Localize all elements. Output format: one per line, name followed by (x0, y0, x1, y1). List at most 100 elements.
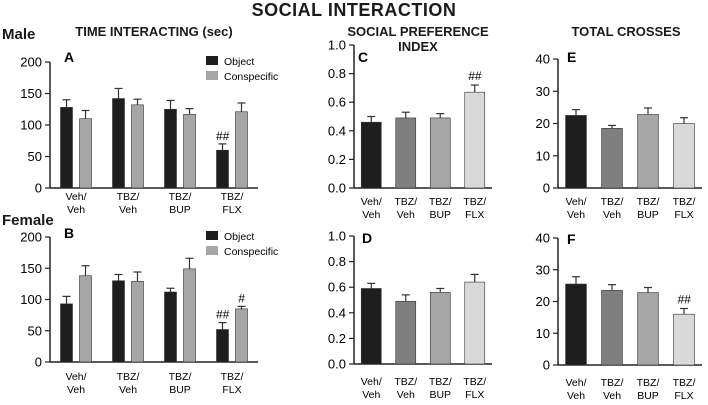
significance-marker: ## (216, 129, 230, 143)
x-tick-label: Veh (119, 384, 137, 396)
bar-conspecific (79, 275, 92, 363)
y-tick-label: 0.2 (328, 331, 346, 346)
legend-swatch-conspecific (206, 71, 218, 80)
panel-letter: D (362, 230, 372, 246)
bar (673, 123, 695, 189)
x-tick-label: BUP (429, 209, 451, 221)
row-label-female: Female (2, 212, 54, 229)
panel-d: D0.00.20.40.60.81.0Veh/VehTBZ/VehTBZ/BUP… (328, 229, 492, 401)
y-tick-label: 10 (536, 148, 550, 163)
bar (360, 288, 382, 365)
x-tick-label: TBZ/ (463, 376, 486, 388)
legend-label-object: Object (224, 231, 254, 243)
bar (395, 300, 417, 365)
bar (395, 117, 417, 189)
y-tick-label: 1.0 (328, 38, 346, 53)
column-title-social-preference: SOCIAL PREFERENCE INDEX (347, 24, 489, 54)
x-tick-label: Veh (362, 209, 380, 221)
panel-letter: B (64, 225, 74, 241)
bar (637, 114, 659, 189)
x-tick-label: Veh/ (361, 196, 382, 208)
bar (464, 91, 486, 189)
bar-conspecific (79, 118, 92, 189)
bar-object (216, 149, 229, 189)
y-tick-label: 150 (20, 86, 42, 101)
y-tick-label: 0.4 (328, 305, 346, 320)
legend-swatch-object (206, 231, 218, 240)
y-tick-label: 40 (536, 52, 550, 67)
panel-b: B050100150200Veh/VehTBZ/VehTBZ/BUPTBZ/FL… (20, 225, 278, 396)
y-tick-label: 0 (543, 181, 550, 196)
x-tick-label: TBZ/ (394, 196, 417, 208)
bar (565, 283, 587, 366)
y-tick-label: 100 (20, 292, 42, 307)
bar (637, 292, 659, 366)
legend-label-object: Object (224, 56, 254, 68)
y-tick-label: 200 (20, 230, 42, 245)
x-tick-label: Veh/ (565, 196, 586, 208)
y-tick-label: 50 (28, 149, 42, 164)
column-title-total-crosses: TOTAL CROSSES (571, 24, 681, 39)
bar (360, 121, 382, 189)
y-tick-label: 50 (28, 323, 42, 338)
y-tick-label: 0 (35, 181, 42, 196)
legend-label-conspecific: Conspecific (224, 71, 278, 83)
x-tick-label: FLX (674, 209, 693, 221)
bar-conspecific (131, 104, 144, 189)
bar (429, 117, 451, 189)
bar-conspecific (183, 113, 196, 189)
y-tick-label: 0.8 (328, 66, 346, 81)
x-tick-label: FLX (465, 389, 484, 401)
significance-marker: ## (216, 308, 230, 322)
y-tick-label: 0.6 (328, 280, 346, 295)
x-tick-label: Veh/ (361, 376, 382, 388)
y-tick-label: 1.0 (328, 229, 346, 244)
legend-swatch-conspecific (206, 246, 218, 255)
significance-marker: # (238, 291, 245, 305)
x-tick-label: Veh/ (65, 371, 86, 383)
x-tick-label: Veh (397, 389, 415, 401)
x-tick-label: Veh (567, 209, 585, 221)
x-tick-label: FLX (674, 390, 693, 402)
row-label-male: Male (2, 26, 36, 43)
x-tick-label: TBZ/ (637, 196, 660, 208)
bar-object (112, 280, 125, 363)
x-tick-label: TBZ/ (429, 196, 452, 208)
x-tick-label: BUP (169, 204, 191, 216)
x-tick-label: TBZ/ (673, 196, 696, 208)
x-tick-label: Veh/ (565, 377, 586, 389)
x-tick-label: TBZ/ (169, 191, 192, 203)
y-tick-label: 0.8 (328, 254, 346, 269)
y-tick-label: 0.0 (328, 357, 346, 372)
legend-swatch-object (206, 56, 218, 65)
x-tick-label: FLX (465, 209, 484, 221)
y-tick-label: 0 (543, 358, 550, 373)
bar (565, 115, 587, 189)
bar-conspecific (235, 111, 248, 189)
significance-marker: ## (677, 292, 691, 306)
x-tick-label: Veh (603, 390, 621, 402)
x-tick-label: TBZ/ (117, 191, 140, 203)
panel-a: A050100150200Veh/VehTBZ/VehTBZ/BUPTBZ/FL… (20, 49, 278, 216)
bar-object (164, 108, 177, 189)
x-tick-label: TBZ/ (221, 191, 244, 203)
y-tick-label: 0.6 (328, 95, 346, 110)
y-tick-label: 30 (536, 84, 550, 99)
y-tick-label: 100 (20, 118, 42, 133)
legend-label-conspecific: Conspecific (224, 246, 278, 258)
bar (464, 281, 486, 365)
bar-object (164, 291, 177, 363)
bar-conspecific (235, 308, 248, 363)
bar-conspecific (131, 281, 144, 363)
panel-letter: F (567, 231, 576, 247)
bar (673, 313, 695, 366)
x-tick-label: TBZ/ (673, 377, 696, 389)
bar-conspecific (183, 268, 196, 363)
panel-letter: E (567, 49, 576, 65)
y-tick-label: 200 (20, 55, 42, 70)
x-tick-label: Veh (603, 209, 621, 221)
x-tick-label: TBZ/ (601, 377, 624, 389)
x-tick-label: Veh (567, 390, 585, 402)
y-tick-label: 0 (35, 355, 42, 370)
